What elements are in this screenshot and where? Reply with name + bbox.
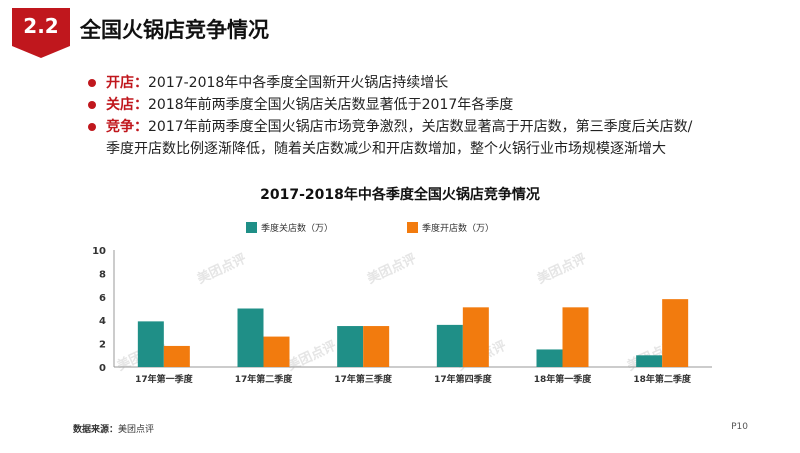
bullet-competition: 竞争：2017年前两季度全国火锅店市场竞争激烈，关店数显著高于开店数，第三季度后… bbox=[88, 116, 778, 160]
legend-label: 季度开店数（万） bbox=[422, 222, 494, 234]
y-tick-label: 2 bbox=[99, 340, 106, 351]
y-tick-label: 8 bbox=[99, 269, 106, 280]
bar-open bbox=[363, 326, 390, 367]
bullet-text: 2017年前两季度全国火锅店市场竞争激烈，关店数显著高于开店数，第三季度后关店数… bbox=[148, 119, 693, 135]
x-tick-label: 18年第二季度 bbox=[633, 373, 692, 385]
section-number: 2.2 bbox=[23, 14, 59, 38]
y-tick-label: 6 bbox=[99, 293, 106, 304]
bar-close bbox=[137, 321, 164, 367]
bullet-key: 开店 bbox=[106, 75, 134, 91]
bar-open bbox=[562, 307, 589, 367]
chart-title: 2017-2018年中各季度全国火锅店竞争情况 bbox=[260, 187, 540, 203]
bar-close bbox=[436, 324, 463, 367]
y-tick-label: 0 bbox=[99, 363, 106, 374]
section-badge bbox=[12, 8, 70, 58]
bullet-open: 开店：2017-2018年中各季度全国新开火锅店持续增长 bbox=[88, 72, 778, 94]
bullet-text: 2017-2018年中各季度全国新开火锅店持续增长 bbox=[148, 75, 449, 91]
legend-label: 季度关店数（万） bbox=[261, 222, 333, 234]
bullet-key: 竞争 bbox=[106, 119, 134, 135]
y-tick-label: 4 bbox=[99, 316, 106, 327]
bullet-key: 关店 bbox=[106, 97, 134, 113]
x-tick-label: 17年第二季度 bbox=[235, 373, 294, 385]
data-source: 数据来源：美团点评 bbox=[73, 422, 154, 435]
bar-open bbox=[462, 307, 489, 367]
bullet-list: 开店：2017-2018年中各季度全国新开火锅店持续增长 关店：2018年前两季… bbox=[88, 72, 778, 160]
source-value: 美团点评 bbox=[118, 425, 155, 435]
x-tick-label: 17年第三季度 bbox=[334, 373, 393, 385]
bar-close bbox=[237, 308, 264, 367]
bar-close bbox=[536, 349, 563, 367]
bullet-dot bbox=[88, 79, 96, 87]
bullet-text: 2018年前两季度全国火锅店关店数显著低于2017年各季度 bbox=[148, 97, 514, 113]
x-tick-label: 17年第一季度 bbox=[135, 373, 194, 385]
bar-open bbox=[662, 299, 689, 367]
x-tick-label: 18年第一季度 bbox=[534, 373, 593, 385]
legend-swatch bbox=[407, 222, 418, 233]
x-tick-label: 17年第四季度 bbox=[434, 373, 493, 385]
legend-swatch bbox=[246, 222, 257, 233]
source-label: 数据来源： bbox=[73, 425, 119, 435]
bar-open bbox=[263, 336, 290, 367]
bullet-close: 关店：2018年前两季度全国火锅店关店数显著低于2017年各季度 bbox=[88, 94, 778, 116]
bar-close bbox=[337, 326, 364, 367]
page-title: 全国火锅店竞争情况 bbox=[80, 18, 269, 42]
bullet-text-continued: 季度开店数比例逐渐降低，随着关店数减少和开店数增加，整个火锅行业市场规模逐渐增大 bbox=[106, 141, 666, 157]
bullet-dot bbox=[88, 123, 96, 131]
bar-close bbox=[636, 355, 663, 367]
bullet-dot bbox=[88, 101, 96, 109]
page-number: P10 bbox=[731, 422, 748, 432]
bar-open bbox=[163, 345, 190, 367]
y-tick-label: 10 bbox=[92, 246, 106, 257]
